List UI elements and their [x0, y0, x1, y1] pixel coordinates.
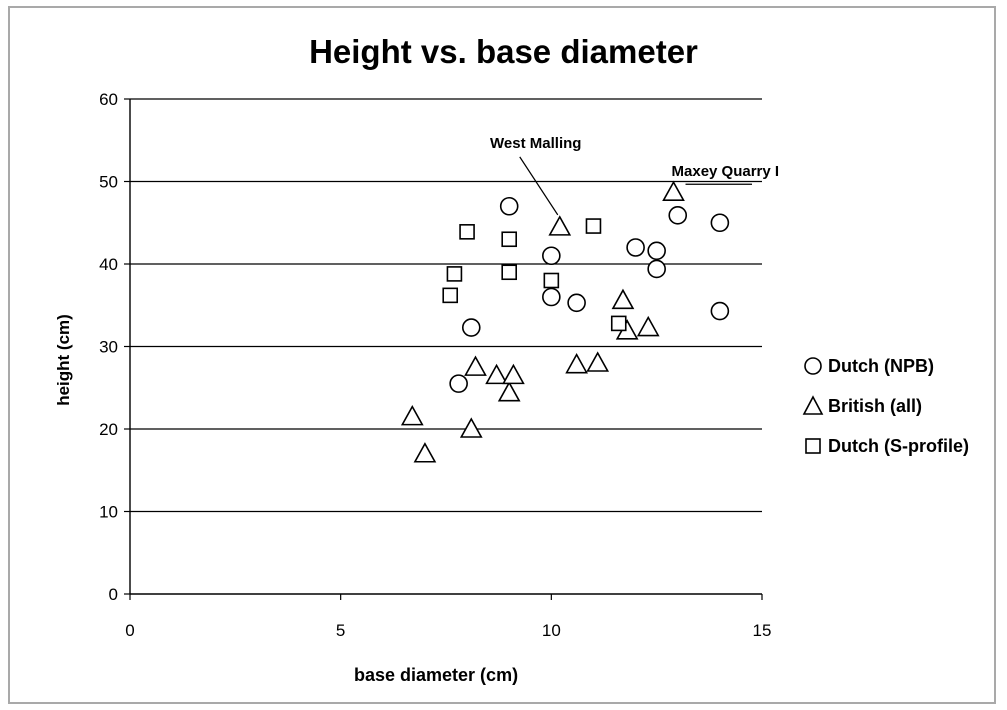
square-point [442, 287, 459, 304]
legend-item-british-all: British (all) [802, 386, 969, 426]
annotation-maxey-quarry: Maxey Quarry I [672, 163, 780, 180]
circle-point [499, 196, 519, 216]
triangle-point [548, 215, 572, 236]
triangle-point [565, 353, 588, 374]
circle-point [668, 206, 688, 225]
legend-item-dutch-s-profile: Dutch (S-profile) [802, 426, 969, 466]
triangle-point [611, 288, 635, 310]
square-point [585, 218, 602, 234]
circle-point [449, 374, 468, 393]
circle-point [710, 213, 730, 233]
square-marker-icon [805, 438, 821, 454]
triangle-point [497, 381, 521, 402]
triangle-point [662, 180, 685, 202]
x-tick-label: 5 [336, 621, 345, 640]
x-axis-label: base diameter (cm) [354, 665, 519, 685]
triangle-point [464, 355, 487, 376]
legend-label: British (all) [828, 395, 923, 416]
x-tick-label: 15 [753, 621, 772, 640]
square-point [501, 264, 518, 281]
circle-point [626, 238, 645, 257]
triangle-point [413, 442, 437, 463]
triangle-point [400, 404, 424, 426]
square-point [543, 272, 560, 289]
circle-marker-icon [804, 357, 822, 375]
legend-item-dutch-npb: Dutch (NPB) [802, 346, 969, 386]
square-point [501, 231, 518, 248]
legend-label: Dutch (S-profile) [828, 435, 969, 456]
triangle-point [459, 417, 483, 438]
y-tick-label: 10 [99, 503, 118, 522]
square-point [459, 224, 475, 240]
triangle-marker-icon [802, 395, 824, 415]
triangle-point [636, 315, 660, 337]
circle-point [647, 241, 666, 261]
circle-point [461, 318, 481, 337]
x-tick-label: 10 [542, 621, 561, 640]
square-point [610, 315, 627, 332]
circle-point [542, 246, 561, 266]
legend: Dutch (NPB) British (all) Dutch (S-profi… [802, 346, 969, 466]
triangle-point [485, 363, 508, 385]
annotation-west-malling: West Malling [490, 135, 581, 152]
circle-point [542, 287, 561, 307]
y-tick-label: 30 [99, 338, 118, 357]
y-tick-label: 20 [99, 420, 118, 439]
y-tick-label: 0 [109, 585, 118, 604]
annotation-leader-line [519, 156, 559, 216]
circle-point [567, 293, 586, 313]
y-tick-label: 60 [99, 90, 118, 109]
y-tick-label: 40 [99, 255, 118, 274]
y-tick-label: 50 [99, 173, 118, 192]
triangle-point [502, 363, 525, 385]
circle-point [647, 259, 666, 279]
circle-point [710, 301, 730, 321]
triangle-point [586, 351, 610, 372]
square-point [446, 266, 463, 282]
chart-frame [8, 6, 996, 704]
chart-title: Height vs. base diameter [309, 33, 698, 70]
x-tick-label: 0 [125, 621, 134, 640]
legend-label: Dutch (NPB) [828, 355, 934, 376]
